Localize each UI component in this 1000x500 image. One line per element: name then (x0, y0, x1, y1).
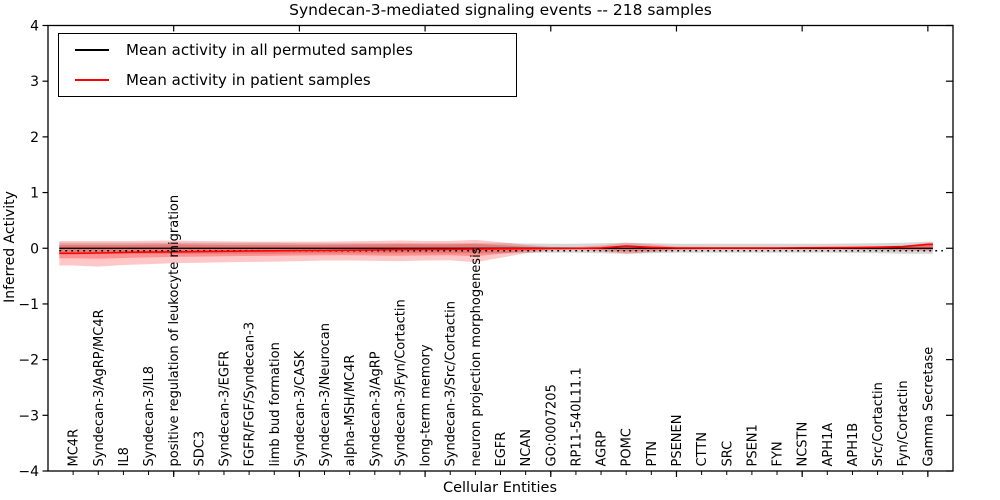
x-tick-label: EGFR (494, 432, 509, 467)
x-tick-label: neuron projection morphogenesis (469, 247, 484, 466)
x-tick-label: CTTN (695, 432, 710, 466)
x-tick-label: AGRP (595, 431, 610, 467)
x-tick-label: Fyn/Cortactin (896, 380, 911, 466)
x-tick-label: RP11-540L11.1 (569, 367, 584, 466)
x-tick-label: long-term memory (419, 344, 434, 466)
x-tick-label: IL8 (117, 447, 132, 466)
y-tick-label: 3 (30, 74, 39, 90)
x-tick-label: Syndecan-3/EGFR (218, 351, 233, 467)
black-line-swatch-icon (75, 49, 109, 52)
x-tick-label: MC4R (67, 429, 82, 467)
x-tick-label: APH1A (821, 423, 836, 467)
x-tick-label: POMC (620, 428, 635, 466)
x-tick-label: Syndecan-3/AgRP/MC4R (92, 309, 107, 466)
x-tick-label: SRC (720, 441, 735, 467)
x-axis-label: Cellular Entities (443, 480, 557, 496)
legend-item-patient: Mean activity in patient samples (59, 66, 516, 93)
y-tick-label: −3 (18, 408, 39, 424)
patient-mean-line (59, 243, 933, 255)
x-tick-label: NCAN (519, 429, 534, 466)
legend-label: Mean activity in all permuted samples (126, 41, 413, 60)
x-tick-label: Syndecan-3/Fyn/Cortactin (393, 299, 408, 466)
x-tick-label: Syndecan-3/CASK (293, 350, 308, 466)
x-tick-label: alpha-MSH/MC4R (343, 355, 358, 467)
x-tick-label: PSEN1 (745, 424, 760, 466)
x-tick-label: APH1B (846, 423, 861, 467)
y-tick-label: −4 (18, 464, 39, 480)
x-tick-label: NCSTN (796, 422, 811, 467)
y-axis-label: Inferred Activity (2, 191, 18, 303)
y-tick-label: 0 (30, 241, 39, 257)
x-tick-label: Syndecan-3/IL8 (142, 366, 157, 466)
red-line-swatch-icon (75, 78, 109, 81)
x-tick-label: PTN (645, 441, 660, 467)
y-tick-label: 4 (30, 19, 39, 35)
x-tick-label: Syndecan-3/Neurocan (318, 323, 333, 466)
legend-item-permuted: Mean activity in all permuted samples (59, 37, 516, 64)
legend: Mean activity in all permuted samples Me… (58, 33, 517, 97)
x-tick-label: Syndecan-3/Src/Cortactin (444, 301, 459, 467)
y-tick-label: −1 (18, 297, 39, 313)
x-tick-label: FYN (771, 441, 786, 466)
y-tick-label: 2 (30, 130, 39, 146)
x-tick-label: Gamma Secretase (921, 347, 936, 467)
x-tick-label: FGFR/FGF/Syndecan-3 (243, 322, 258, 467)
x-tick-label: positive regulation of leukocyte migrati… (167, 195, 182, 467)
patient-spread-inner-band (59, 243, 933, 259)
patient-spread-outer-band (59, 239, 933, 267)
x-tick-label: Syndecan-3/AgRP (368, 351, 383, 466)
x-tick-label: limb bud formation (268, 342, 283, 466)
chart-title: Syndecan-3-mediated signaling events -- … (289, 1, 712, 19)
x-tick-label: PSENEN (670, 415, 685, 467)
y-tick-label: −2 (18, 353, 39, 369)
x-tick-label: SDC3 (192, 431, 207, 467)
x-tick-label: GO:0007205 (544, 384, 559, 466)
x-tick-label: Src/Cortactin (871, 382, 886, 466)
y-tick-label: 1 (30, 186, 39, 202)
legend-label: Mean activity in patient samples (126, 70, 371, 89)
